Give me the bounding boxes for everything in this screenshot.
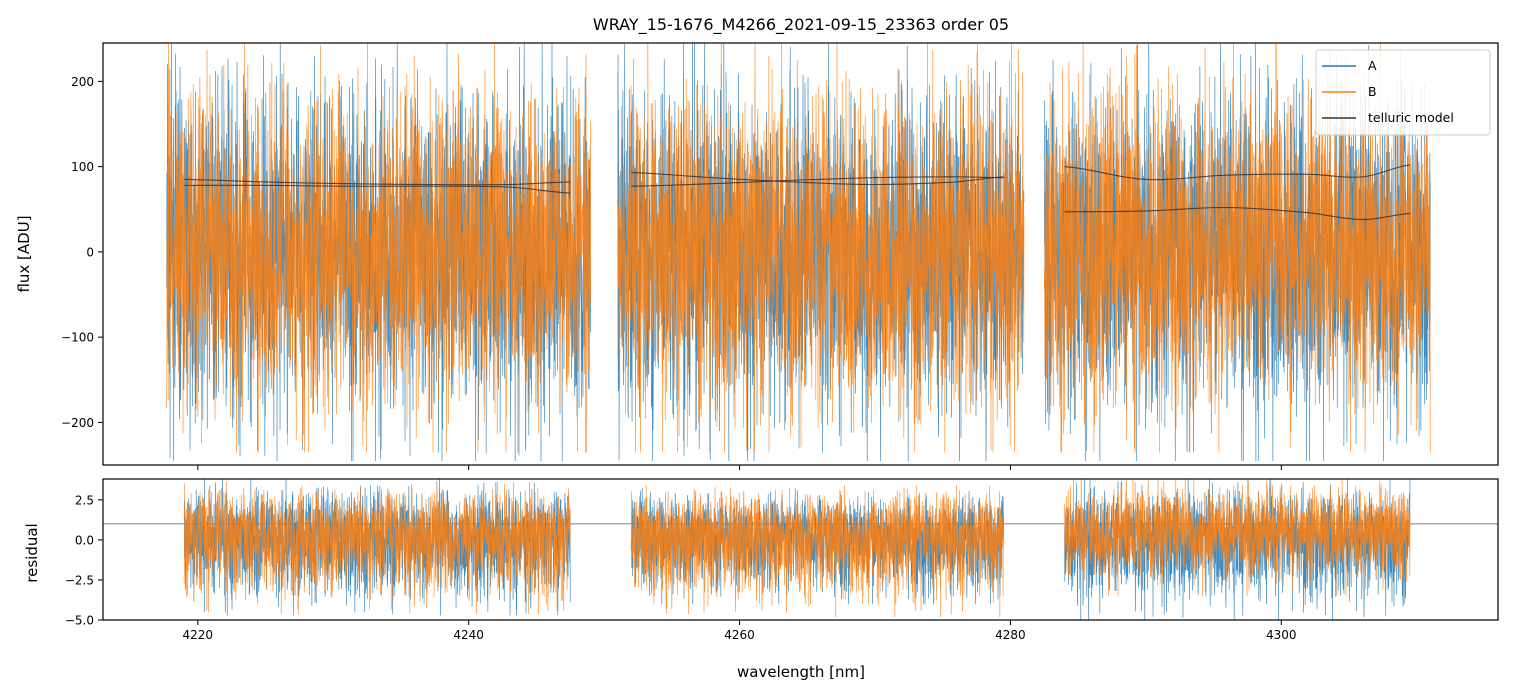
x-tick-label-2: 4260 <box>724 628 755 642</box>
y-tick-label-1-2: 0.0 <box>75 533 94 547</box>
series-b-segment-3 <box>1064 479 1411 597</box>
x-tick-label-4: 4300 <box>1266 628 1297 642</box>
residual-y-axis: −5.0 −2.5 0.0 2.5 <box>65 493 103 628</box>
x-axis-label: wavelength [nm] <box>737 663 865 681</box>
residual-panel: −5.0 −2.5 0.0 2.5 4220 4240 4260 4280 4300 resi… <box>23 478 1499 642</box>
flux-panel: −200 −100 0 100 200 flux [ADU] A B telluric … <box>15 42 1499 470</box>
legend-entry-telluric: telluric model <box>1368 110 1454 125</box>
x-tick-label-1: 4240 <box>453 628 484 642</box>
legend: A B telluric model <box>1315 49 1491 136</box>
x-tick-label-0: 4220 <box>183 628 214 642</box>
legend-entry-a: A <box>1368 58 1377 73</box>
y-tick-label-0-4: 200 <box>71 75 94 89</box>
residual-y-label: residual <box>23 523 41 582</box>
y-tick-label-1-3: 2.5 <box>75 493 94 507</box>
series-b-segment-3 <box>1043 43 1431 453</box>
y-tick-label-0-1: −100 <box>61 331 94 345</box>
y-tick-label-1-1: −2.5 <box>65 573 94 587</box>
y-tick-label-1-0: −5.0 <box>65 614 94 628</box>
legend-frame <box>1315 49 1491 136</box>
flux-y-label: flux [ADU] <box>15 215 33 292</box>
series-b-segment-2 <box>617 43 1025 453</box>
flux-axes-frame <box>102 42 1499 466</box>
telluric-model-curve-2 <box>184 184 571 194</box>
telluric-model-curve-4 <box>631 176 1004 187</box>
residual-data-area <box>103 479 1498 620</box>
telluric-model-curve-5 <box>1064 164 1411 181</box>
series-b-segment-1 <box>183 481 571 614</box>
series-b-segment-1 <box>166 43 591 453</box>
series-b-segment-2 <box>630 485 1005 618</box>
telluric-model-curve-3 <box>631 172 1004 186</box>
flux-y-axis: −200 −100 0 100 200 <box>61 75 103 430</box>
y-tick-label-0-2: 0 <box>86 245 94 259</box>
legend-entry-b: B <box>1368 84 1377 99</box>
y-tick-label-0-3: 100 <box>71 160 94 174</box>
x-axis: 4220 4240 4260 4280 4300 <box>183 620 1297 642</box>
chart-title: WRAY_15-1676_M4266_2021-09-15_23363 orde… <box>593 15 1009 35</box>
flux-x-tick-marks <box>197 465 1282 470</box>
flux-data-area <box>166 43 1431 462</box>
y-tick-label-0-0: −200 <box>61 416 94 430</box>
x-tick-label-3: 4280 <box>995 628 1026 642</box>
telluric-model-curve-1 <box>184 178 571 186</box>
residual-axes-frame <box>102 478 1499 621</box>
telluric-model-curve-6 <box>1064 206 1411 221</box>
